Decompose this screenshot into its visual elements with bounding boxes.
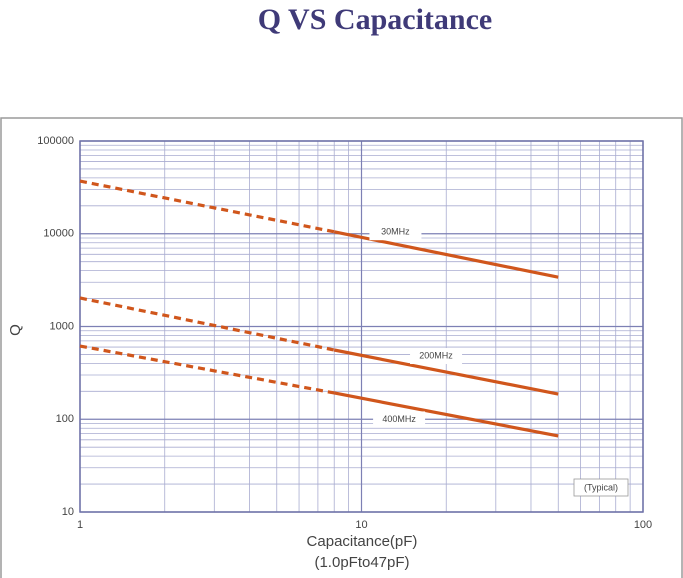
y-axis-title: Q (7, 324, 24, 336)
y-tick-label: 10000 (43, 228, 74, 240)
annotation: (Typical) (584, 482, 618, 492)
chart-title: Q VS Capacitance (258, 3, 492, 36)
x-tick-label: 100 (634, 519, 652, 531)
series-label: 400MHz (382, 414, 416, 424)
x-tick-label: 10 (355, 519, 367, 531)
y-tick-label: 10 (62, 506, 74, 518)
y-tick-label: 1000 (50, 320, 74, 332)
y-tick-label: 100000 (37, 135, 74, 147)
annotation-box (573, 478, 629, 497)
series-label: 200MHz (419, 350, 453, 360)
line-segment-dashed (79, 179, 335, 234)
label-bg (410, 348, 463, 365)
series-label: 30MHz (381, 227, 410, 237)
line-segment (333, 391, 559, 438)
x-axis-subtitle: (1.0pFto47pF) (314, 554, 409, 571)
y-tick-label: 100 (56, 413, 74, 425)
line-segment-dashed (79, 296, 335, 352)
panel-border (0, 117, 683, 578)
label-bg (373, 411, 426, 428)
x-tick-label: 1 (77, 519, 83, 531)
line-segment (333, 348, 559, 396)
line-segment-dashed (79, 344, 335, 395)
x-axis-title: Capacitance(pF) (307, 533, 418, 550)
label-bg (369, 224, 422, 241)
plot-frame (79, 140, 644, 513)
